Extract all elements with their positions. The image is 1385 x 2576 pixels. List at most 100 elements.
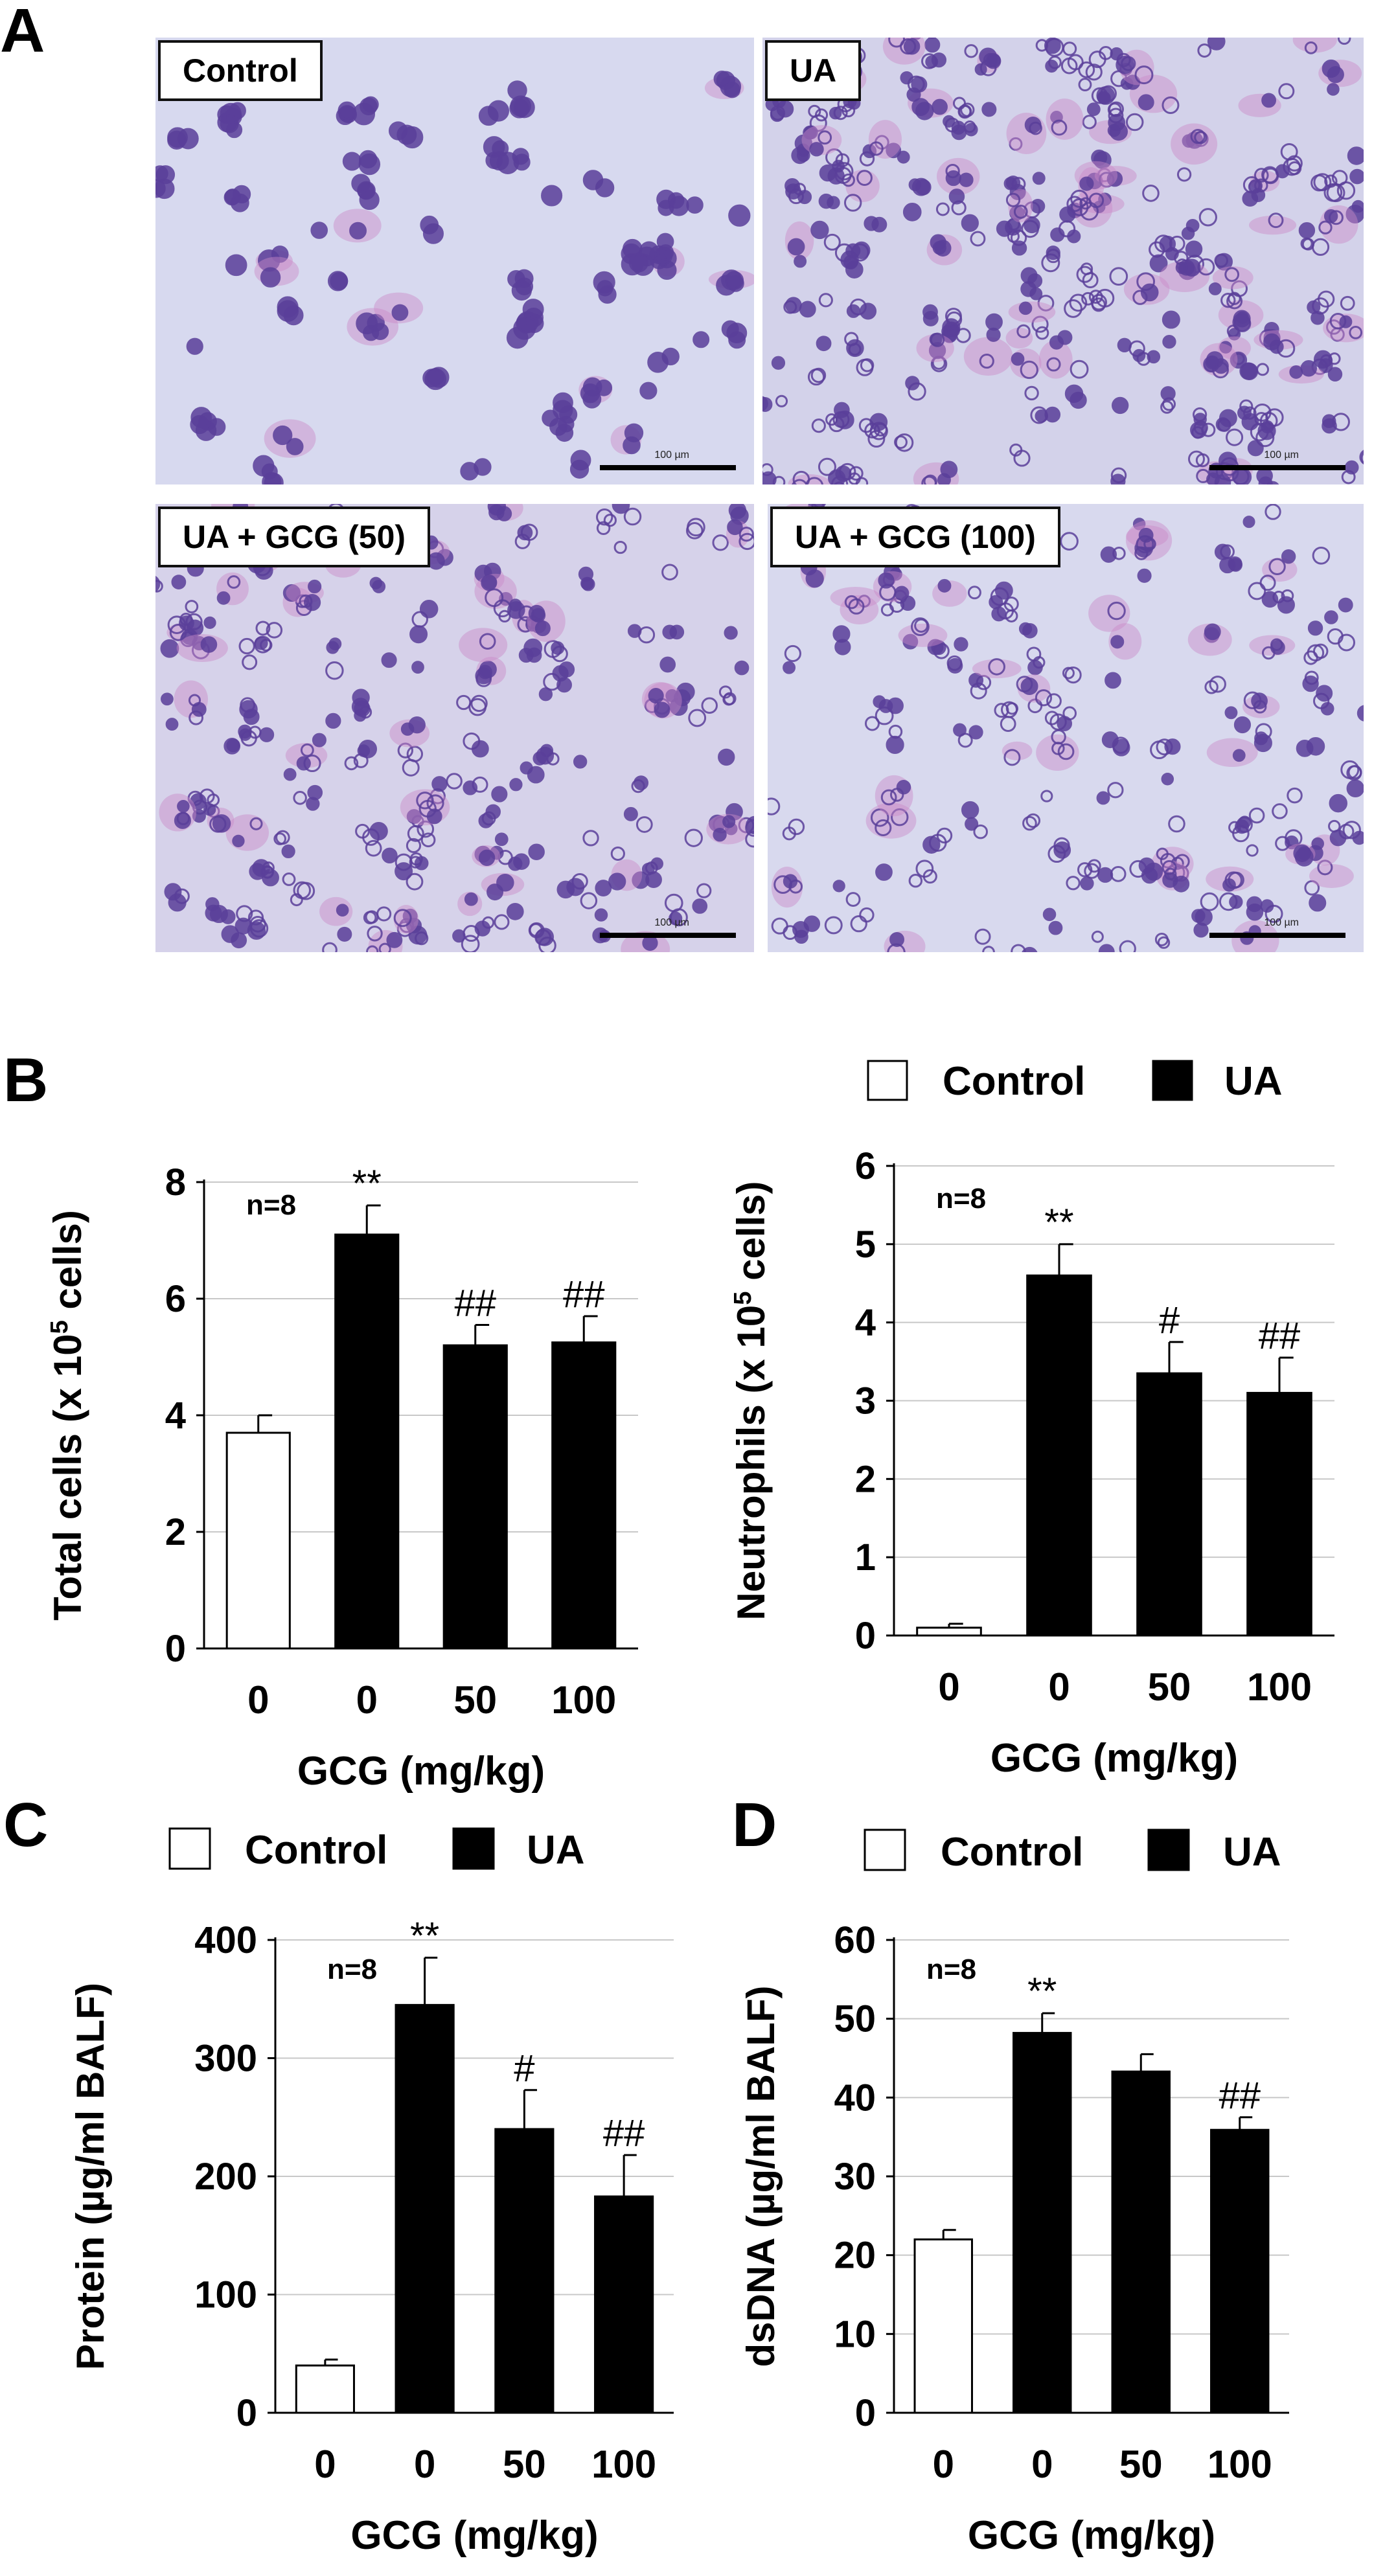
cell-nucleus xyxy=(446,773,463,790)
cell-nucleus xyxy=(1116,52,1131,67)
cell-nucleus xyxy=(306,797,320,811)
cell-nucleus xyxy=(1156,847,1169,860)
cell-nucleus xyxy=(959,172,974,187)
cell-nucleus xyxy=(805,477,824,484)
cell-nucleus xyxy=(771,917,788,935)
cell-nucleus xyxy=(908,873,923,888)
cell-nucleus xyxy=(266,622,283,639)
x-tick-label: 0 xyxy=(933,2443,954,2486)
cell-nucleus xyxy=(1175,261,1189,275)
cell-nucleus xyxy=(701,697,718,714)
bar-ua xyxy=(1026,1274,1092,1637)
cell-nucleus xyxy=(1082,115,1097,130)
scale-bar xyxy=(1209,933,1345,938)
cell-nucleus xyxy=(395,862,413,881)
y-tick-label: 50 xyxy=(834,1998,876,2040)
cell-nucleus xyxy=(635,816,653,833)
bar-ua xyxy=(1013,2032,1072,2414)
cell-nucleus xyxy=(1327,83,1340,96)
cell-nucleus xyxy=(260,267,281,288)
cell-nucleus xyxy=(931,52,947,68)
cell-nucleus xyxy=(1344,460,1359,475)
cell-nucleus xyxy=(687,518,705,537)
cell-nucleus xyxy=(1254,178,1268,192)
cell-image xyxy=(155,70,754,484)
cell-nucleus xyxy=(654,246,673,266)
cell-nucleus xyxy=(243,709,260,725)
cell-nucleus xyxy=(623,806,638,821)
cell-nucleus xyxy=(996,220,1013,237)
cell-nucleus xyxy=(724,82,741,98)
cell-nucleus xyxy=(1342,821,1361,839)
x-tick-label: 100 xyxy=(551,1678,616,1722)
y-tick-label: 40 xyxy=(834,2077,876,2119)
cell-nucleus xyxy=(1037,295,1055,312)
cell-nucleus xyxy=(254,635,272,654)
cell-blob xyxy=(865,803,917,839)
cell-nucleus xyxy=(922,310,939,326)
cell-nucleus xyxy=(406,838,422,854)
cell-nucleus xyxy=(1259,575,1276,591)
legend-ua-label: UA xyxy=(1223,1830,1281,1875)
cell-nucleus xyxy=(1195,453,1210,468)
cell-nucleus xyxy=(275,830,290,845)
cell-nucleus xyxy=(810,367,827,383)
cell-nucleus xyxy=(722,815,736,828)
y-tick-label: 1 xyxy=(855,1536,876,1579)
x-tick-label: 100 xyxy=(1247,1665,1312,1709)
cell-nucleus xyxy=(1207,38,1226,51)
cell-nucleus xyxy=(775,394,788,407)
cell-nucleus xyxy=(1338,633,1356,652)
cell-nucleus xyxy=(1029,287,1043,301)
cell-nucleus xyxy=(296,756,311,771)
cell-blob xyxy=(1005,327,1033,349)
cell-nucleus xyxy=(770,108,784,122)
cell-nucleus xyxy=(954,637,968,652)
cell-nucleus xyxy=(482,916,495,929)
y-tick-label: 60 xyxy=(834,1919,876,1961)
cell-nucleus xyxy=(534,621,551,637)
cell-nucleus xyxy=(1265,904,1283,923)
cell-nucleus xyxy=(165,718,179,731)
x-tick-label: 0 xyxy=(938,1665,959,1709)
cell-nucleus xyxy=(990,587,1009,606)
cell-nucleus xyxy=(1079,197,1092,210)
cell-nucleus xyxy=(856,358,874,376)
cell-nucleus xyxy=(1261,646,1276,660)
y-tick-label: 2 xyxy=(165,1511,186,1553)
cell-nucleus xyxy=(974,63,987,76)
bar-control xyxy=(916,1626,982,1637)
cell-nucleus xyxy=(967,586,981,600)
cell-blob xyxy=(1036,734,1079,771)
bar-ua xyxy=(494,2128,555,2414)
cell-nucleus xyxy=(199,788,215,804)
cell-nucleus xyxy=(1337,38,1351,45)
cell-nucleus xyxy=(356,312,378,335)
cell-nucleus xyxy=(792,479,808,484)
cell-blob xyxy=(1249,215,1297,235)
cell-nucleus xyxy=(1260,899,1274,913)
cell-nucleus xyxy=(627,624,642,638)
cell-nucleus xyxy=(1112,547,1126,560)
cell-nucleus xyxy=(478,813,494,828)
y-tick-label: 5 xyxy=(855,1224,876,1266)
cell-nucleus xyxy=(674,689,691,707)
cell-nucleus xyxy=(203,803,216,816)
cell-nucleus xyxy=(461,935,480,952)
cell-nucleus xyxy=(1018,301,1033,315)
cell-nucleus xyxy=(402,758,420,777)
legend-control-label: Control xyxy=(943,1059,1085,1104)
cell-nucleus xyxy=(367,926,383,942)
scale-bar-text: 100 µm xyxy=(1264,917,1299,928)
cell-nucleus xyxy=(915,860,934,878)
cell-nucleus xyxy=(1220,463,1239,482)
cell-nucleus xyxy=(1132,518,1146,530)
cell-nucleus xyxy=(937,578,952,593)
cell-nucleus xyxy=(827,196,840,210)
x-tick-label: 0 xyxy=(414,2443,435,2486)
cell-nucleus xyxy=(352,689,370,707)
cell-nucleus xyxy=(724,626,738,640)
legend-c: Control UA xyxy=(168,1827,585,1873)
cell-nucleus xyxy=(1033,656,1046,669)
cell-nucleus xyxy=(1035,326,1049,340)
